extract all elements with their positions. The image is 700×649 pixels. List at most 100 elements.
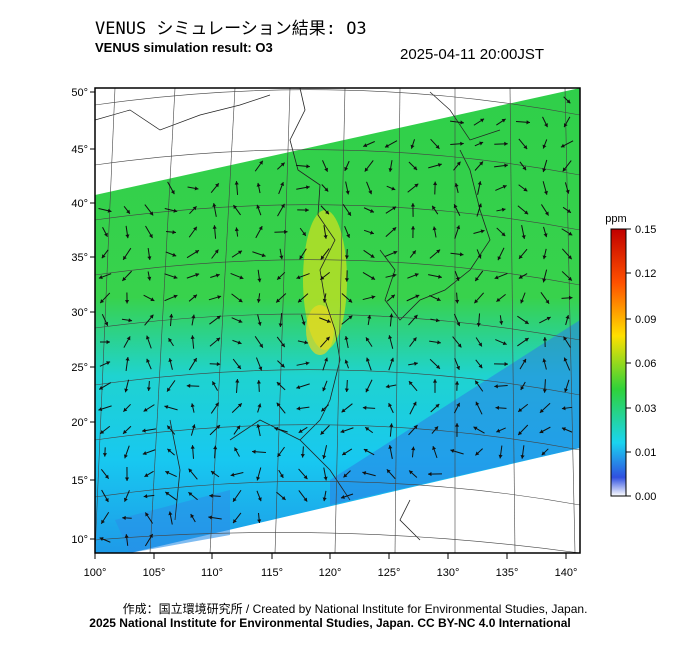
wind-arrow-head <box>341 408 346 413</box>
wind-arrow-head <box>522 358 527 363</box>
wind-arrow-head <box>304 340 309 345</box>
wind-arrow-head <box>495 405 500 410</box>
lon-label: 120° <box>319 567 342 579</box>
wind-arrow-head <box>371 276 376 280</box>
wind-arrow-head <box>216 337 221 342</box>
wind-arrow-head <box>453 204 458 209</box>
wind-arrow-head <box>542 255 547 260</box>
wind-arrow-head <box>193 226 197 231</box>
wind-arrow-head <box>475 451 480 456</box>
wind-arrow-head <box>213 445 218 450</box>
wind-arrow-head <box>435 318 440 323</box>
wind-arrow-head <box>256 182 261 187</box>
wind-arrow-head <box>432 226 437 231</box>
wind-arrow-head <box>237 403 242 408</box>
wind-arrow-head <box>296 385 301 390</box>
wind-arrow-head <box>326 319 331 323</box>
wind-arrow-head <box>450 449 455 453</box>
wind-arrow-head <box>124 477 130 481</box>
wind-arrow-head <box>145 335 150 340</box>
wind-arrow-head <box>305 185 310 190</box>
wind-arrow-head <box>100 430 105 434</box>
colorbar-unit: ppm <box>605 213 626 225</box>
wind-arrow-head <box>434 426 439 431</box>
wind-arrow-head <box>498 454 503 459</box>
wind-arrow-head <box>233 205 238 210</box>
wind-arrow-head <box>167 425 172 430</box>
colorbar: ppm 0.15 0.12 0.09 0.06 0.03 0.01 0.00 <box>605 213 656 503</box>
wind-arrow-head <box>473 426 478 431</box>
wind-arrow-head <box>123 429 127 434</box>
wind-arrow-head <box>412 337 417 342</box>
wind-arrow-head <box>568 295 573 300</box>
wind-arrow-head <box>258 366 263 371</box>
lat-label: 50° <box>71 87 88 99</box>
colorbar-tick: 0.12 <box>635 268 656 280</box>
wind-arrow-head <box>388 445 393 449</box>
wind-arrow-head <box>99 385 104 390</box>
wind-arrow-head <box>415 294 420 299</box>
wind-arrow-head <box>256 423 261 428</box>
wind-arrow-head <box>168 511 173 516</box>
wind-arrow-head <box>233 519 237 524</box>
lat-label: 45° <box>71 144 88 156</box>
wind-arrow-head <box>522 166 527 171</box>
wind-arrow-head <box>281 343 285 348</box>
wind-arrow-head <box>348 315 353 320</box>
wind-arrow-head <box>567 276 572 281</box>
wind-arrow-head <box>432 379 438 383</box>
wind-arrow-head <box>192 206 197 211</box>
wind-arrow-head <box>322 497 327 502</box>
wind-arrow-head <box>524 320 529 324</box>
wind-arrow-head <box>303 497 308 502</box>
wind-arrow-head <box>504 362 508 367</box>
wind-arrow-head <box>277 452 282 457</box>
credit-line: 作成：国立環境研究所 / Created by National Institu… <box>122 602 588 616</box>
lon-label: 105° <box>143 567 166 579</box>
wind-arrow-head <box>476 323 481 327</box>
wind-arrow-head <box>279 255 284 260</box>
wind-arrow-head <box>543 190 548 195</box>
wind-arrow-head <box>544 211 549 216</box>
timestamp: 2025-04-11 20:00JST <box>400 46 544 63</box>
lon-label: 100° <box>84 567 107 579</box>
wind-arrow-head <box>457 343 462 348</box>
wind-arrow-head <box>344 278 349 282</box>
wind-arrow-head <box>478 342 482 347</box>
wind-arrow-head <box>414 183 419 188</box>
wind-arrow-head <box>99 537 104 541</box>
wind-arrow-head <box>142 428 146 433</box>
wind-arrow-head <box>296 406 301 411</box>
wind-arrow-head <box>281 496 286 500</box>
wind-arrow-head <box>194 250 199 254</box>
wind-arrow-head <box>324 167 329 172</box>
wind-arrow-head <box>433 181 438 186</box>
wind-arrow-head <box>501 207 506 212</box>
wind-arrow-head <box>168 358 173 363</box>
wind-arrow-head <box>502 185 507 189</box>
wind-arrow-head <box>475 277 479 282</box>
wind-arrow-head <box>123 255 127 260</box>
wind-arrow-head <box>195 273 200 277</box>
wind-arrow-head <box>320 275 325 280</box>
wind-arrow-head <box>363 143 368 148</box>
wind-arrow-head <box>256 204 261 209</box>
wind-arrow-head <box>344 336 349 340</box>
wind-arrow-head <box>546 316 551 321</box>
wind-arrow-head <box>368 190 373 195</box>
wind-arrow-head <box>298 298 302 303</box>
wind-arrow-head <box>562 167 567 172</box>
wind-arrow-head <box>456 161 461 166</box>
wind-arrow-head <box>280 182 284 187</box>
wind-arrow-head <box>167 448 172 453</box>
wind-arrow-head <box>362 405 367 410</box>
wind-arrow-head <box>563 123 568 128</box>
wind-arrow-head <box>344 388 349 393</box>
wind-arrow-head <box>390 357 394 362</box>
wind-arrow-head <box>124 388 129 393</box>
wind-arrow-head <box>257 497 262 502</box>
wind-arrow-head <box>388 168 393 172</box>
lon-label: 115° <box>261 567 283 579</box>
coastline-north <box>95 91 501 141</box>
colorbar-tick: 0.01 <box>635 447 656 459</box>
